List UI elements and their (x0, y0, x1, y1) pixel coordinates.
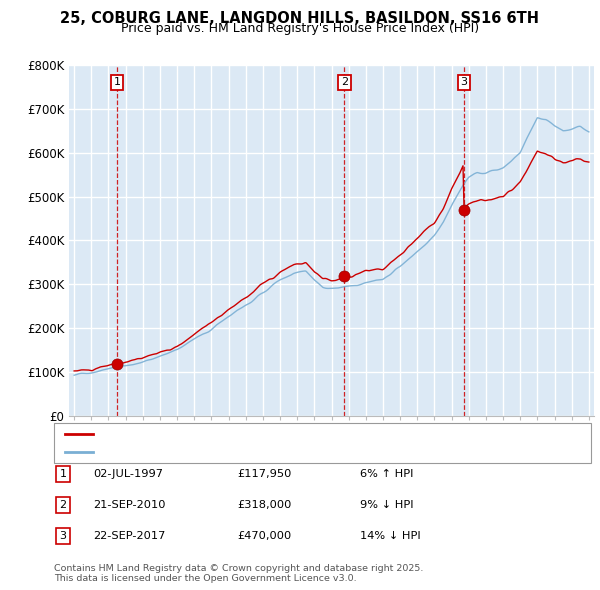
Text: HPI: Average price, detached house, Basildon: HPI: Average price, detached house, Basi… (100, 447, 349, 457)
Text: 3: 3 (460, 77, 467, 87)
Text: £318,000: £318,000 (237, 500, 292, 510)
Text: 25, COBURG LANE, LANGDON HILLS, BASILDON, SS16 6TH (detached house): 25, COBURG LANE, LANGDON HILLS, BASILDON… (100, 430, 521, 440)
Text: 6% ↑ HPI: 6% ↑ HPI (360, 470, 413, 479)
Text: 1: 1 (113, 77, 121, 87)
Text: 2: 2 (59, 500, 67, 510)
Text: 9% ↓ HPI: 9% ↓ HPI (360, 500, 413, 510)
Text: Contains HM Land Registry data © Crown copyright and database right 2025.
This d: Contains HM Land Registry data © Crown c… (54, 563, 424, 583)
Text: Price paid vs. HM Land Registry's House Price Index (HPI): Price paid vs. HM Land Registry's House … (121, 22, 479, 35)
Text: £117,950: £117,950 (237, 470, 292, 479)
Text: 1: 1 (59, 470, 67, 479)
Text: 02-JUL-1997: 02-JUL-1997 (93, 470, 163, 479)
Text: 25, COBURG LANE, LANGDON HILLS, BASILDON, SS16 6TH: 25, COBURG LANE, LANGDON HILLS, BASILDON… (61, 11, 539, 25)
Text: 22-SEP-2017: 22-SEP-2017 (93, 531, 166, 540)
Text: 14% ↓ HPI: 14% ↓ HPI (360, 531, 421, 540)
Text: 2: 2 (341, 77, 348, 87)
Text: 21-SEP-2010: 21-SEP-2010 (93, 500, 166, 510)
Text: 3: 3 (59, 531, 67, 540)
Text: £470,000: £470,000 (237, 531, 291, 540)
